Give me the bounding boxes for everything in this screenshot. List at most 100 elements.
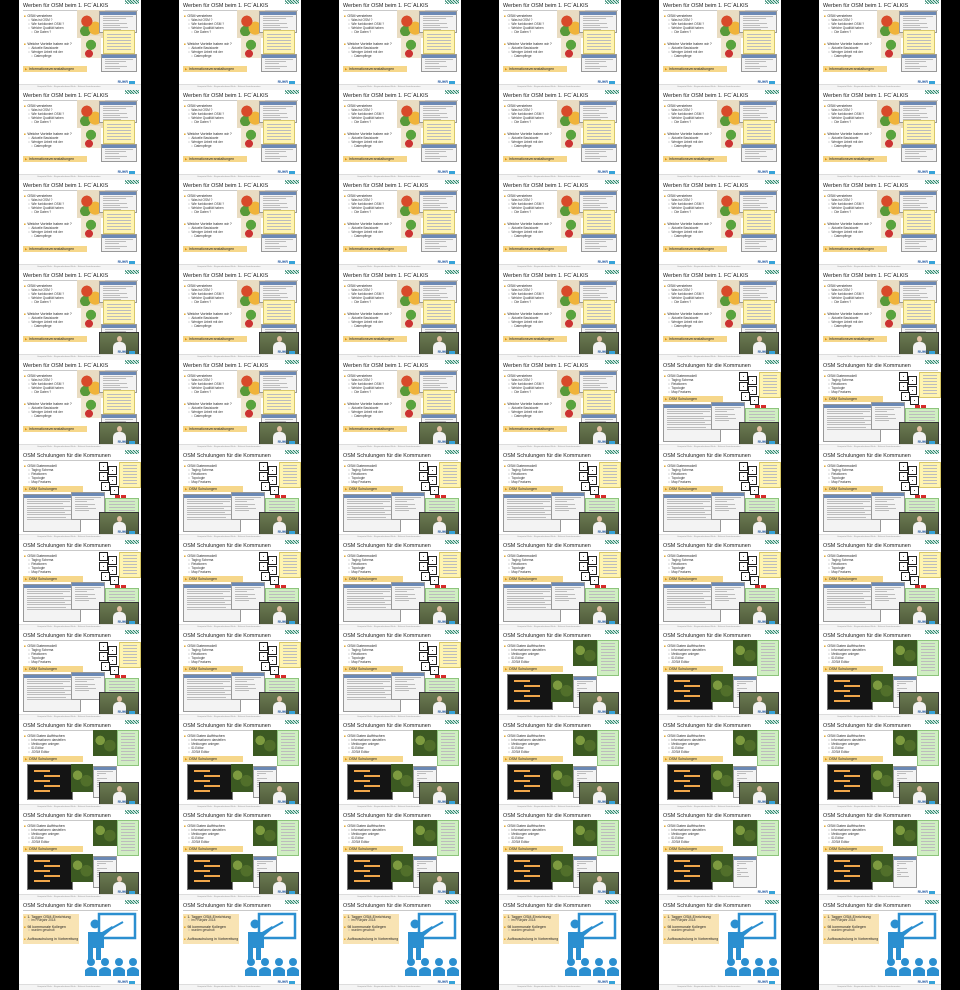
- video-thumbnail[interactable]: Werben für OSM beim 1. FC´ALKISOSM verst…: [0, 0, 160, 90]
- video-thumbnail[interactable]: Werben für OSM beim 1. FC´ALKISOSM verst…: [480, 0, 640, 90]
- logo-mark-icon: [129, 350, 135, 354]
- video-thumbnail[interactable]: OSM Schulungen für die KommunenOSM Daten…: [640, 540, 800, 630]
- video-thumbnail[interactable]: Werben für OSM beim 1. FC´ALKISOSM verst…: [640, 180, 800, 270]
- video-thumbnail[interactable]: OSM Schulungen für die KommunenOSM Daten…: [0, 630, 160, 720]
- slide-title: Werben für OSM beim 1. FC´ALKIS: [23, 3, 109, 9]
- header-stripes: [765, 900, 779, 904]
- dice-icon: [579, 562, 588, 571]
- logo-text: RUHR: [597, 890, 608, 894]
- video-thumbnail[interactable]: OSM Schulungen für die KommunenOSM Daten…: [640, 720, 800, 810]
- video-thumbnail[interactable]: OSM Schulungen für die KommunenOSM Daten…: [640, 450, 800, 540]
- video-thumbnail[interactable]: OSM Schulungen für die Kommunen1. Tagger…: [640, 900, 800, 990]
- video-thumbnail[interactable]: Werben für OSM beim 1. FC´ALKISOSM verst…: [800, 0, 960, 90]
- video-thumbnail[interactable]: Werben für OSM beim 1. FC´ALKISOSM verst…: [480, 270, 640, 360]
- video-thumbnail[interactable]: Werben für OSM beim 1. FC´ALKISOSM verst…: [160, 180, 320, 270]
- video-thumbnail[interactable]: Werben für OSM beim 1. FC´ALKISOSM verst…: [0, 90, 160, 180]
- video-thumbnail[interactable]: OSM Schulungen für die KommunenOSM Daten…: [800, 540, 960, 630]
- text-line: [747, 133, 771, 134]
- video-thumbnail[interactable]: Werben für OSM beim 1. FC´ALKISOSM verst…: [0, 360, 160, 450]
- video-thumbnail[interactable]: OSM Schulungen für die KommunenOSM Daten…: [480, 630, 640, 720]
- video-thumbnail[interactable]: OSM Schulungen für die KommunenOSM Daten…: [0, 720, 160, 810]
- video-thumbnail[interactable]: OSM Schulungen für die Kommunen1. Tagger…: [480, 900, 640, 990]
- slide-title: Werben für OSM beim 1. FC´ALKIS: [823, 93, 909, 99]
- video-thumbnail[interactable]: Werben für OSM beim 1. FC´ALKISOSM verst…: [320, 90, 480, 180]
- window-titlebar: [894, 767, 916, 770]
- text-line: [587, 394, 611, 395]
- video-thumbnail[interactable]: Werben für OSM beim 1. FC´ALKISOSM verst…: [640, 0, 800, 90]
- video-thumbnail[interactable]: Werben für OSM beim 1. FC´ALKISOSM verst…: [160, 360, 320, 450]
- video-thumbnail[interactable]: Werben für OSM beim 1. FC´ALKISOSM verst…: [800, 270, 960, 360]
- video-thumbnail[interactable]: OSM Schulungen für die KommunenOSM Daten…: [320, 630, 480, 720]
- video-thumbnail[interactable]: Werben für OSM beim 1. FC´ALKISOSM verst…: [800, 90, 960, 180]
- video-thumbnail[interactable]: Werben für OSM beim 1. FC´ALKISOSM verst…: [160, 90, 320, 180]
- video-thumbnail[interactable]: OSM Schulungen für die KommunenOSM Daten…: [800, 810, 960, 900]
- video-thumbnail[interactable]: OSM Schulungen für die KommunenOSM Daten…: [320, 450, 480, 540]
- text-line: [905, 157, 920, 159]
- video-thumbnail[interactable]: OSM Schulungen für die KommunenOSM Daten…: [480, 450, 640, 540]
- video-thumbnail[interactable]: Werben für OSM beim 1. FC´ALKISOSM verst…: [640, 270, 800, 360]
- video-thumbnail[interactable]: Werben für OSM beim 1. FC´ALKISOSM verst…: [320, 180, 480, 270]
- video-thumbnail[interactable]: OSM Schulungen für die KommunenOSM Daten…: [320, 720, 480, 810]
- header-stripes: [445, 540, 459, 544]
- video-thumbnail[interactable]: OSM Schulungen für die KommunenOSM Daten…: [800, 720, 960, 810]
- text-line: [427, 406, 451, 407]
- video-thumbnail[interactable]: OSM Schulungen für die KommunenOSM Daten…: [160, 540, 320, 630]
- video-thumbnail[interactable]: Werben für OSM beim 1. FC´ALKISOSM verst…: [480, 360, 640, 450]
- text-line: [107, 46, 131, 47]
- video-thumbnail[interactable]: OSM Schulungen für die Kommunen1. Tagger…: [0, 900, 160, 990]
- slide-title: Werben für OSM beim 1. FC´ALKIS: [23, 273, 109, 279]
- video-thumbnail[interactable]: OSM Schulungen für die KommunenOSM Daten…: [800, 450, 960, 540]
- video-thumbnail[interactable]: Werben für OSM beim 1. FC´ALKISOSM verst…: [320, 360, 480, 450]
- video-thumbnail[interactable]: Werben für OSM beim 1. FC´ALKISOSM verst…: [320, 270, 480, 360]
- video-thumbnail[interactable]: Werben für OSM beim 1. FC´ALKISOSM verst…: [640, 90, 800, 180]
- orange-row: [364, 875, 380, 877]
- text-line: [263, 117, 288, 118]
- video-thumbnail[interactable]: Werben für OSM beim 1. FC´ALKISOSM verst…: [320, 0, 480, 90]
- video-thumbnail[interactable]: OSM Schulungen für die KommunenOSM Daten…: [800, 360, 960, 450]
- window-titlebar: [24, 495, 80, 498]
- video-thumbnail[interactable]: OSM Schulungen für die KommunenOSM Daten…: [0, 450, 160, 540]
- text-line: [909, 597, 935, 598]
- video-thumbnail[interactable]: OSM Schulungen für die Kommunen1. Tagger…: [160, 900, 320, 990]
- info-note: [583, 300, 615, 324]
- video-thumbnail[interactable]: OSM Schulungen für die KommunenOSM Daten…: [640, 360, 800, 450]
- text-line: [417, 773, 426, 774]
- video-thumbnail[interactable]: OSM Schulungen für die KommunenOSM Daten…: [320, 810, 480, 900]
- video-thumbnail[interactable]: OSM Schulungen für die KommunenOSM Daten…: [480, 540, 640, 630]
- window-titlebar: [260, 192, 296, 195]
- sub-bullet: Weniger Arbeit mit der: [508, 230, 542, 235]
- video-thumbnail[interactable]: OSM Schulungen für die KommunenOSM Daten…: [480, 720, 640, 810]
- video-thumbnail[interactable]: Werben für OSM beim 1. FC´ALKISOSM verst…: [480, 90, 640, 180]
- video-thumbnail[interactable]: Werben für OSM beim 1. FC´ALKISOSM verst…: [0, 180, 160, 270]
- video-thumbnail[interactable]: OSM Schulungen für die KommunenOSM Daten…: [160, 810, 320, 900]
- slide-footer: [499, 84, 621, 90]
- video-thumbnail[interactable]: Werben für OSM beim 1. FC´ALKISOSM verst…: [480, 180, 640, 270]
- video-thumbnail[interactable]: OSM Schulungen für die KommunenOSM Daten…: [320, 540, 480, 630]
- video-thumbnail[interactable]: OSM Schulungen für die KommunenOSM Daten…: [640, 630, 800, 720]
- footer-text: Geoportal Ruhr - Regionalverband Ruhr - …: [677, 266, 741, 268]
- text-line: [105, 63, 119, 65]
- sub-bullet: Map Features: [668, 570, 691, 575]
- highlight-bar: OSM Schulungen: [183, 846, 243, 852]
- video-thumbnail[interactable]: OSM Schulungen für die KommunenOSM Daten…: [480, 810, 640, 900]
- video-thumbnail[interactable]: OSM Schulungen für die KommunenOSM Daten…: [800, 630, 960, 720]
- presenter-body: [433, 612, 446, 625]
- video-thumbnail[interactable]: Werben für OSM beim 1. FC´ALKISOSM verst…: [160, 270, 320, 360]
- video-thumbnail[interactable]: Werben für OSM beim 1. FC´ALKISOSM verst…: [160, 0, 320, 90]
- video-thumbnail[interactable]: OSM Schulungen für die KommunenOSM Daten…: [0, 810, 160, 900]
- video-thumbnail[interactable]: OSM Schulungen für die KommunenOSM Daten…: [160, 720, 320, 810]
- video-thumbnail[interactable]: Werben für OSM beim 1. FC´ALKISOSM verst…: [800, 180, 960, 270]
- video-thumbnail[interactable]: OSM Schulungen für die Kommunen1. Tagger…: [320, 900, 480, 990]
- logo-text: RUHR: [917, 530, 928, 534]
- bullet-vorteile: Welche Vorteile haben wir ?: [664, 132, 711, 136]
- logo-text: RUHR: [437, 170, 448, 174]
- text-line: [667, 417, 704, 419]
- logo-text: RUHR: [917, 350, 928, 354]
- video-thumbnail[interactable]: OSM Schulungen für die KommunenOSM Daten…: [0, 540, 160, 630]
- video-thumbnail[interactable]: OSM Schulungen für die Kommunen1. Tagger…: [800, 900, 960, 990]
- video-thumbnail[interactable]: OSM Schulungen für die KommunenOSM Daten…: [160, 450, 320, 540]
- text-line: [187, 602, 225, 603]
- video-thumbnail[interactable]: OSM Schulungen für die KommunenOSM Daten…: [640, 810, 800, 900]
- video-thumbnail[interactable]: Werben für OSM beim 1. FC´ALKISOSM verst…: [0, 270, 160, 360]
- video-thumbnail[interactable]: OSM Schulungen für die KommunenOSM Daten…: [160, 630, 320, 720]
